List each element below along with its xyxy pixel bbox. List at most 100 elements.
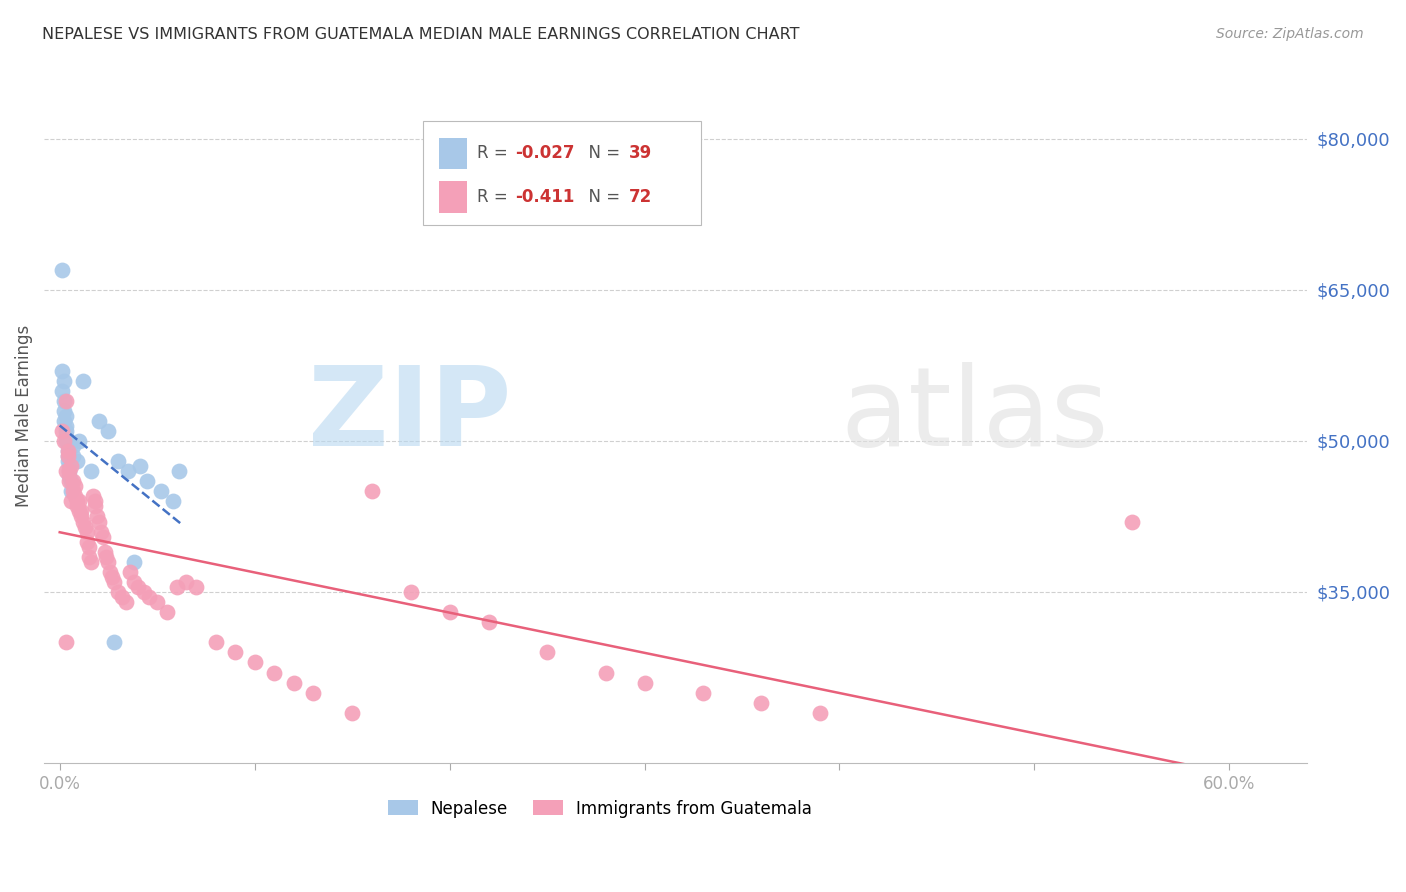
Point	[111, 590, 134, 604]
Point	[77, 549, 100, 564]
Point	[128, 459, 150, 474]
Legend: Nepalese, Immigrants from Guatemala: Nepalese, Immigrants from Guatemala	[381, 793, 818, 824]
Point	[117, 464, 139, 478]
Point	[56, 439, 79, 453]
Bar	[440, 137, 467, 169]
Point	[136, 475, 159, 489]
Point	[62, 449, 84, 463]
Point	[90, 524, 112, 539]
Point	[186, 580, 208, 594]
Point	[55, 424, 77, 438]
Point	[65, 489, 87, 503]
Point	[55, 409, 77, 423]
Point	[80, 555, 103, 569]
Point	[263, 665, 285, 680]
Text: N =: N =	[578, 145, 626, 162]
Point	[283, 675, 305, 690]
Point	[60, 475, 83, 489]
Point	[101, 570, 124, 584]
Point	[82, 489, 104, 503]
Point	[103, 635, 125, 649]
Point	[51, 363, 73, 377]
Point	[103, 574, 125, 589]
Text: Source: ZipAtlas.com: Source: ZipAtlas.com	[1216, 27, 1364, 41]
Text: ZIP: ZIP	[308, 362, 512, 469]
Point	[55, 393, 77, 408]
Point	[58, 459, 80, 474]
Point	[87, 414, 110, 428]
Point	[115, 595, 138, 609]
Point	[55, 434, 77, 448]
Point	[107, 585, 129, 599]
Point	[58, 469, 80, 483]
Point	[91, 530, 114, 544]
Point	[118, 565, 141, 579]
Point	[167, 464, 190, 478]
Point	[439, 605, 461, 619]
Point	[62, 484, 84, 499]
Point	[52, 374, 75, 388]
Point	[97, 555, 120, 569]
Point	[83, 494, 105, 508]
Point	[100, 565, 122, 579]
Text: N =: N =	[578, 188, 626, 206]
Point	[62, 475, 84, 489]
Point	[360, 484, 382, 499]
Point	[87, 515, 110, 529]
Point	[122, 574, 145, 589]
Point	[65, 479, 87, 493]
Point	[51, 263, 73, 277]
Text: 39: 39	[628, 145, 652, 162]
Point	[96, 549, 118, 564]
Point	[76, 524, 98, 539]
Point	[52, 434, 75, 448]
Point	[86, 509, 108, 524]
Point	[67, 434, 90, 448]
Point	[156, 605, 179, 619]
Point	[70, 509, 93, 524]
Point	[132, 585, 155, 599]
Point	[340, 706, 363, 720]
Point	[56, 434, 79, 448]
Point	[52, 414, 75, 428]
Point	[166, 580, 188, 594]
Point	[122, 555, 145, 569]
Point	[60, 484, 83, 499]
Text: R =: R =	[478, 145, 513, 162]
Point	[51, 424, 73, 438]
Point	[127, 580, 149, 594]
Point	[80, 464, 103, 478]
Point	[204, 635, 226, 649]
Point	[52, 393, 75, 408]
Point	[55, 418, 77, 433]
Point	[477, 615, 499, 630]
Point	[93, 545, 115, 559]
Text: -0.411: -0.411	[515, 188, 575, 206]
Point	[52, 404, 75, 418]
Point	[60, 494, 83, 508]
Point	[56, 444, 79, 458]
Point	[138, 590, 160, 604]
Point	[536, 645, 558, 659]
Point	[107, 454, 129, 468]
Text: atlas: atlas	[839, 362, 1108, 469]
Text: R =: R =	[478, 188, 513, 206]
Point	[66, 500, 89, 514]
Point	[162, 494, 184, 508]
Point	[51, 384, 73, 398]
Point	[62, 439, 84, 453]
Point	[70, 504, 93, 518]
Point	[66, 494, 89, 508]
Point	[302, 686, 325, 700]
Point	[751, 696, 773, 710]
Point	[55, 464, 77, 478]
Y-axis label: Median Male Earnings: Median Male Earnings	[15, 325, 32, 507]
Point	[176, 574, 198, 589]
Point	[224, 645, 246, 659]
Text: 72: 72	[628, 188, 652, 206]
Point	[83, 500, 105, 514]
Point	[73, 519, 96, 533]
Point	[808, 706, 831, 720]
Point	[399, 585, 422, 599]
Point	[76, 534, 98, 549]
